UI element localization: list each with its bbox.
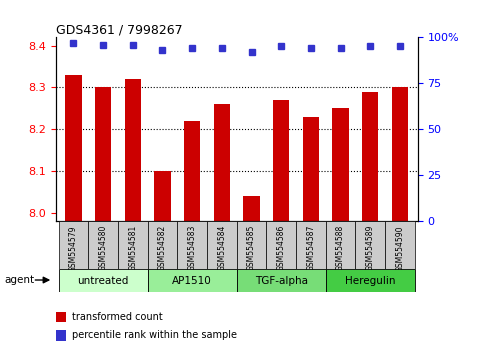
Text: Heregulin: Heregulin [345,275,396,286]
Bar [355,221,385,269]
Text: GSM554584: GSM554584 [217,225,227,272]
Bar [207,221,237,269]
Bar [65,75,82,221]
Text: GSM554590: GSM554590 [396,225,404,272]
Text: transformed count: transformed count [72,312,163,322]
Bar [362,92,379,221]
Bar [125,79,141,221]
Bar [385,221,415,269]
Bar [58,269,148,292]
Text: TGF-alpha: TGF-alpha [255,275,308,286]
Bar [332,108,349,221]
Text: GSM554583: GSM554583 [187,225,197,272]
Bar [184,121,200,221]
Text: GSM554586: GSM554586 [277,225,286,272]
Bar [326,269,415,292]
Text: GSM554585: GSM554585 [247,225,256,272]
Text: GSM554580: GSM554580 [99,225,108,272]
Bar [154,171,170,221]
Text: agent: agent [5,275,35,285]
Text: GSM554588: GSM554588 [336,225,345,271]
Bar [177,221,207,269]
Bar [213,104,230,221]
Text: GSM554582: GSM554582 [158,225,167,271]
Bar [148,221,177,269]
Bar [392,87,408,221]
Text: GDS4361 / 7998267: GDS4361 / 7998267 [56,23,182,36]
Bar [296,221,326,269]
Text: untreated: untreated [77,275,129,286]
Text: AP1510: AP1510 [172,275,212,286]
Text: GSM554579: GSM554579 [69,225,78,272]
Bar [266,221,296,269]
Text: GSM554581: GSM554581 [128,225,137,271]
Text: percentile rank within the sample: percentile rank within the sample [72,330,237,340]
Bar [303,117,319,221]
Text: GSM554587: GSM554587 [306,225,315,272]
Text: GSM554589: GSM554589 [366,225,375,272]
Bar [88,221,118,269]
Bar [148,269,237,292]
Bar [237,221,266,269]
Bar [58,221,88,269]
Bar [95,87,111,221]
Bar [243,196,260,221]
Bar [237,269,326,292]
Bar [326,221,355,269]
Bar [273,100,289,221]
Bar [118,221,148,269]
